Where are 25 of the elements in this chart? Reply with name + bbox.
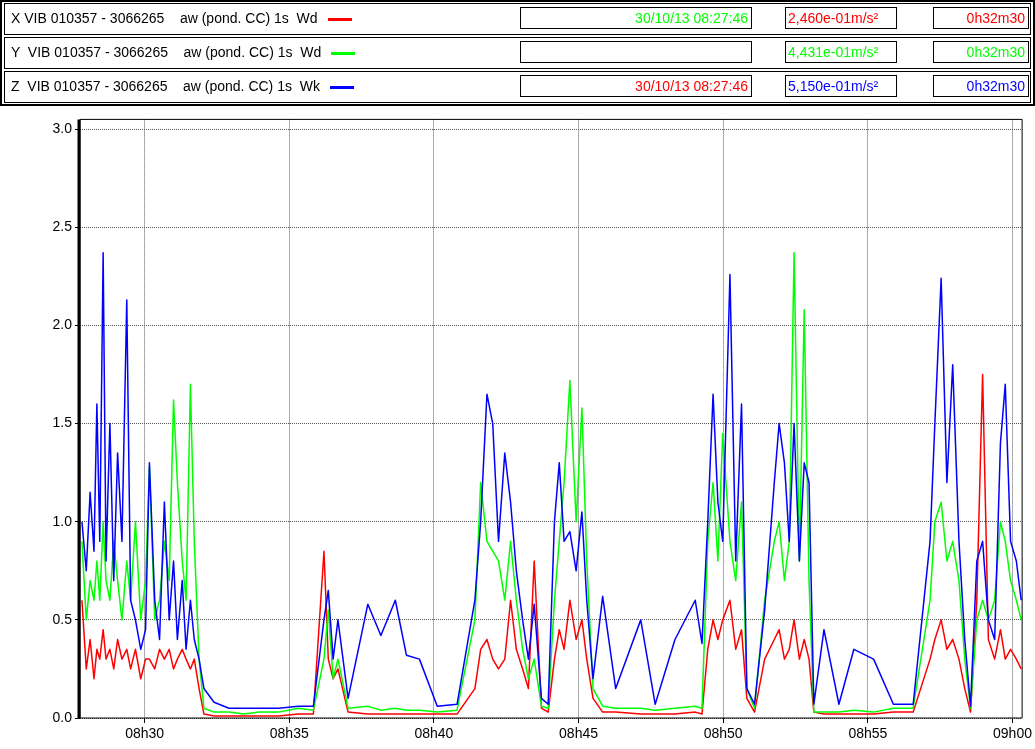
legend-label: X VIB 010357 - 3066265 aw (pond. CC) 1s Wd — [11, 10, 319, 26]
x-tick-label: 08h40 — [414, 725, 454, 742]
y-tick-label: 0.5 — [52, 610, 73, 627]
y-tick-label: 1.0 — [52, 512, 73, 529]
x-tick-label: 08h35 — [269, 725, 309, 742]
legend-label: Y VIB 010357 - 3066265 aw (pond. CC) 1s Wd — [11, 44, 323, 60]
x-tick-label: 08h55 — [848, 725, 888, 742]
x-tick-label: 08h50 — [703, 725, 743, 742]
y-tick-label: 3.0 — [52, 120, 73, 137]
y-tick-label: 2.0 — [52, 316, 73, 333]
x-tick-label: 09h00 — [993, 725, 1033, 742]
text: 2,460e-01m/s² — [785, 7, 897, 29]
text: 5,150e-01m/s² — [785, 75, 897, 97]
text: 30/10/13 08:27:46 — [520, 7, 752, 29]
x-tick-label: 08h30 — [125, 725, 165, 742]
text: 30/10/13 08:27:46 — [520, 75, 752, 97]
y-tick-label: 0.0 — [52, 708, 73, 725]
text: 0h32m30 — [933, 7, 1029, 29]
legend-label: Z VIB 010357 - 3066265 aw (pond. CC) 1s Wk — [11, 78, 321, 94]
text: 0h32m30 — [933, 75, 1029, 97]
y-tick-label: 1.5 — [52, 414, 73, 431]
text: 0h32m30 — [933, 41, 1029, 63]
x-tick-label: 08h45 — [559, 725, 599, 742]
y-tick-label: 2.5 — [52, 218, 73, 235]
text: 4,431e-01m/s² — [785, 41, 897, 63]
